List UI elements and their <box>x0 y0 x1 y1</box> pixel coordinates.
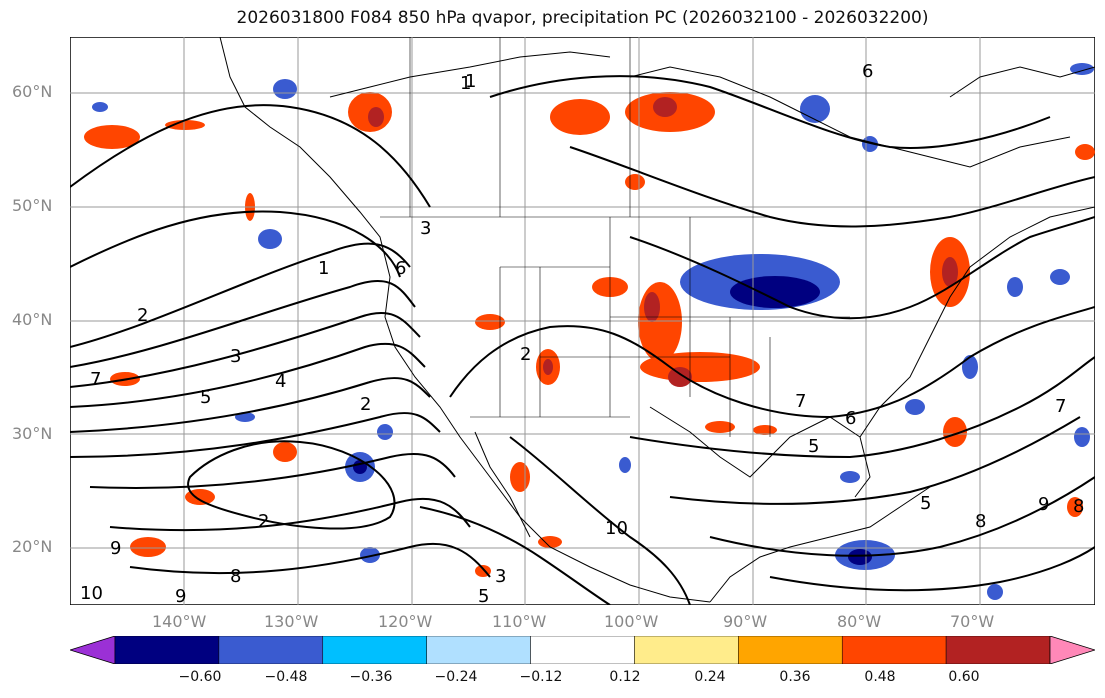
contour-label: 7 <box>90 369 101 390</box>
lat-label-60: 60°N <box>12 82 53 101</box>
lon-label-110: 110°W <box>492 612 547 631</box>
contour-label: 1 <box>460 73 471 94</box>
colorbar-segment <box>530 636 635 664</box>
contour-labels: 1 2 3 4 5 6 7 8 9 10 6 1 2 3 5 2 9 8 7 5… <box>80 61 1084 605</box>
contour-label: 2 <box>360 394 371 415</box>
contour-label: 6 <box>862 61 873 82</box>
colorbar-tick: 0.12 <box>609 669 641 685</box>
lon-label-70: 70°W <box>950 612 995 631</box>
colorbar-segment <box>738 636 843 664</box>
contour-label: 9 <box>175 586 186 605</box>
lon-label-90: 90°W <box>723 612 768 631</box>
colorbar-tick: −0.60 <box>178 669 222 685</box>
coastlines <box>219 37 1095 603</box>
colorbar-tick: −0.36 <box>349 669 393 685</box>
colorbar-segment <box>841 636 947 664</box>
contour-label: 3 <box>495 566 506 587</box>
lon-label-130: 130°W <box>264 612 319 631</box>
contour-label: 7 <box>1055 396 1066 417</box>
contour-label: 5 <box>808 436 819 457</box>
lat-label-20: 20°N <box>12 537 53 556</box>
contour-label: 8 <box>1073 496 1084 517</box>
colorbar-segments <box>70 636 1095 664</box>
colorbar-segment <box>426 636 531 664</box>
colorbar-tick: 0.48 <box>864 669 896 685</box>
colorbar-segment <box>634 636 739 664</box>
contour-label: 4 <box>275 371 286 392</box>
colorbar-tick: −0.24 <box>434 669 478 685</box>
colorbar-segment <box>322 636 427 664</box>
contour-label: 6 <box>395 258 406 279</box>
lat-label-30: 30°N <box>12 424 53 443</box>
contour-label: 5 <box>200 387 211 408</box>
contour-label: 7 <box>795 391 806 412</box>
contour-label: 5 <box>920 493 931 514</box>
colorbar-segment <box>114 636 220 664</box>
contour-label: 2 <box>520 344 531 365</box>
lon-label-80: 80°W <box>837 612 882 631</box>
graticule <box>70 37 1095 605</box>
colorbar-tick: 0.24 <box>694 669 726 685</box>
colorbar-tick: 0.60 <box>948 669 980 685</box>
map-plot: 1 2 3 4 5 6 7 8 9 10 6 1 2 3 5 2 9 8 7 5… <box>70 37 1095 605</box>
contour-label: 1 <box>465 71 476 92</box>
contour-label: 1 <box>318 258 329 279</box>
lon-label-140: 140°W <box>152 612 207 631</box>
contour-label: 2 <box>258 511 269 532</box>
contour-label: 10 <box>80 583 103 604</box>
map-title: 2026031800 F084 850 hPa qvapor, precipit… <box>236 8 929 28</box>
contour-label: 3 <box>420 218 431 239</box>
contour-label: 9 <box>1038 494 1049 515</box>
colorbar-segment <box>218 636 324 664</box>
lon-label-100: 100°W <box>604 612 659 631</box>
contour-label: 3 <box>230 346 241 367</box>
colorbar-tick: −0.12 <box>519 669 563 685</box>
contour-label: 8 <box>975 511 986 532</box>
colorbar-extend-low <box>70 636 116 664</box>
political-borders <box>380 37 850 437</box>
colorbar-extend-high <box>1049 636 1095 664</box>
contour-label: 8 <box>230 566 241 587</box>
qvapor-contours <box>70 75 1095 605</box>
colorbar-segment <box>945 636 1051 664</box>
colorbar-tick: 0.36 <box>779 669 811 685</box>
contour-label: 9 <box>110 538 121 559</box>
contour-label: 5 <box>478 586 489 605</box>
contour-label: 10 <box>605 518 628 539</box>
lat-label-50: 50°N <box>12 196 53 215</box>
lat-label-40: 40°N <box>12 310 53 329</box>
colorbar-tick: −0.48 <box>264 669 308 685</box>
lon-label-120: 120°W <box>378 612 433 631</box>
contour-label: 2 <box>137 305 148 326</box>
contour-label: 6 <box>845 408 856 429</box>
colorbar <box>70 636 1095 664</box>
